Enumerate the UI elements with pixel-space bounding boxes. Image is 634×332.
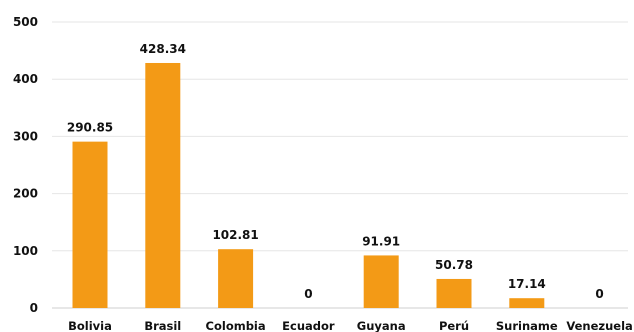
y-tick-label: 100 — [13, 244, 38, 258]
x-category-label: Suriname — [496, 319, 558, 332]
data-label: 91.91 — [362, 234, 400, 248]
y-tick-label: 0 — [30, 301, 38, 315]
gridlines — [52, 21, 628, 309]
y-axis-ticks: 0 100 200 300 400 500 — [13, 15, 38, 315]
x-category-label: Colombia — [206, 319, 266, 332]
y-tick-label: 200 — [13, 187, 38, 201]
data-label: 17.14 — [508, 277, 546, 291]
y-tick-label: 400 — [13, 72, 38, 86]
bars — [72, 62, 545, 309]
data-label: 428.34 — [140, 42, 186, 56]
y-tick-label: 300 — [13, 129, 38, 143]
x-category-label: Ecuador — [282, 319, 335, 332]
x-category-label: Venezuela — [566, 319, 632, 332]
data-label: 102.81 — [212, 228, 258, 242]
data-label: 0 — [595, 287, 603, 301]
bar — [72, 141, 108, 308]
x-category-label: Bolivia — [68, 319, 112, 332]
x-axis-categories: Bolivia Brasil Colombia Ecuador Guyana Perú Su… — [68, 319, 633, 332]
data-label: 50.78 — [435, 258, 473, 272]
bar — [145, 62, 181, 309]
x-category-label: Brasil — [144, 319, 181, 332]
bar — [363, 255, 399, 308]
data-labels: 290.85 428.34 102.81 0 91.91 50.78 17.14 0 — [67, 42, 604, 301]
data-label: 0 — [304, 287, 312, 301]
y-tick-label: 500 — [13, 15, 38, 29]
x-category-label: Perú — [439, 319, 469, 332]
x-category-label: Guyana — [357, 319, 406, 332]
bar — [509, 298, 545, 308]
data-label: 290.85 — [67, 121, 113, 135]
bar — [218, 249, 254, 308]
bar — [436, 278, 472, 308]
